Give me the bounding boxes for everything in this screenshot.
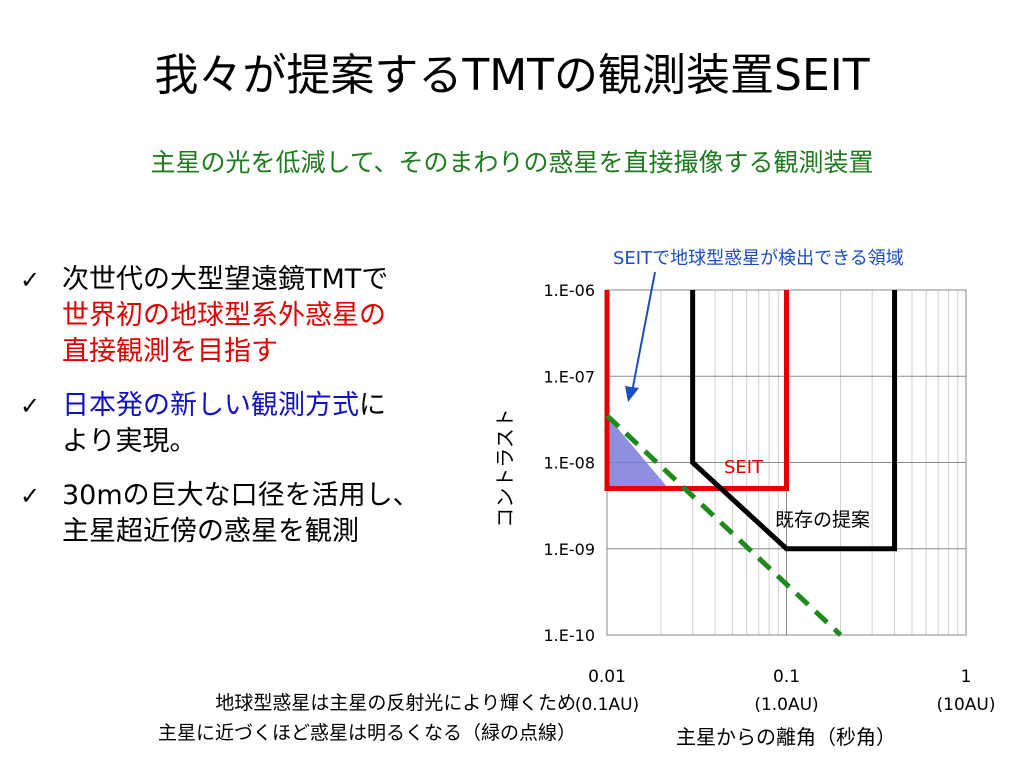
slide-title: 我々が提案するTMTの観測装置SEIT — [154, 50, 870, 101]
x-tick-label: 0.01 — [588, 667, 626, 687]
earthlike-planet-line — [605, 413, 843, 637]
bullet-1-line-3: 直接観測を目指す — [62, 336, 278, 367]
bullet-item-2: ✓ 日本発の新しい観測方式に より実現。 — [20, 388, 480, 460]
bullet-2-highlight: 日本発の新しい観測方式 — [62, 390, 359, 421]
bullet-list: ✓ 次世代の大型望遠鏡TMTで 世界初の地球型系外惑星の 直接観測を目指す ✓ … — [20, 262, 480, 568]
x-tick-label: 0.1 — [773, 667, 800, 687]
footnote: 地球型惑星は主星の反射光により輝くため 主星に近づくほど惑星は明るくなる（緑の点… — [66, 688, 576, 748]
callout-arrow-head — [625, 386, 639, 402]
slide-subtitle: 主星の光を低減して、そのまわりの惑星を直接撮像する観測装置 — [150, 148, 874, 177]
existing-proposal-label: 既存の提案 — [775, 509, 870, 531]
existing-proposal-line — [690, 290, 898, 552]
seit-contrast-line — [604, 290, 789, 491]
x-tick-sublabel: (1.0AU) — [754, 695, 818, 715]
bullet-1-line-2: 世界初の地球型系外惑星の — [62, 300, 386, 331]
y-tick-label: 1.E-06 — [543, 281, 595, 300]
y-axis-title: コントラスト — [493, 408, 517, 528]
bullet-item-3: ✓ 30mの巨大な口径を活用し、 主星超近傍の惑星を観測 — [20, 478, 480, 550]
callout-arrow-line — [631, 271, 656, 393]
x-tick-label: 1 — [961, 667, 972, 687]
bullet-item-1: ✓ 次世代の大型望遠鏡TMTで 世界初の地球型系外惑星の 直接観測を目指す — [20, 262, 480, 370]
y-tick-label: 1.E-08 — [543, 454, 595, 473]
x-tick-sublabel: (0.1AU) — [575, 695, 639, 715]
checkmark-icon: ✓ — [20, 392, 41, 420]
bullet-2-line-1: 日本発の新しい観測方式に — [62, 388, 480, 424]
detectable-region — [607, 415, 669, 489]
checkmark-icon: ✓ — [20, 482, 41, 510]
footnote-line-2: 主星に近づくほど惑星は明るくなる（緑の点線） — [157, 722, 576, 744]
x-axis-title: 主星からの離角（秒角） — [676, 725, 896, 749]
bullet-1-line-1: 次世代の大型望遠鏡TMTで — [62, 264, 389, 295]
bullet-3-line-2: 主星超近傍の惑星を観測 — [62, 516, 359, 547]
bullet-3-line-1: 30mの巨大な口径を活用し、 — [62, 480, 420, 511]
footnote-line-1: 地球型惑星は主星の反射光により輝くため — [215, 692, 576, 714]
bullet-2-line-2: より実現。 — [62, 426, 197, 457]
seit-label: SEIT — [724, 457, 764, 478]
y-tick-label: 1.E-10 — [543, 626, 595, 645]
detectable-region-callout: SEITで地球型惑星が検出できる領域 — [613, 248, 904, 269]
x-tick-sublabel: (10AU) — [937, 695, 996, 715]
y-tick-label: 1.E-09 — [543, 540, 595, 559]
bullet-2-rest: に — [359, 390, 386, 421]
y-tick-label: 1.E-07 — [543, 367, 595, 386]
checkmark-icon: ✓ — [20, 266, 41, 294]
